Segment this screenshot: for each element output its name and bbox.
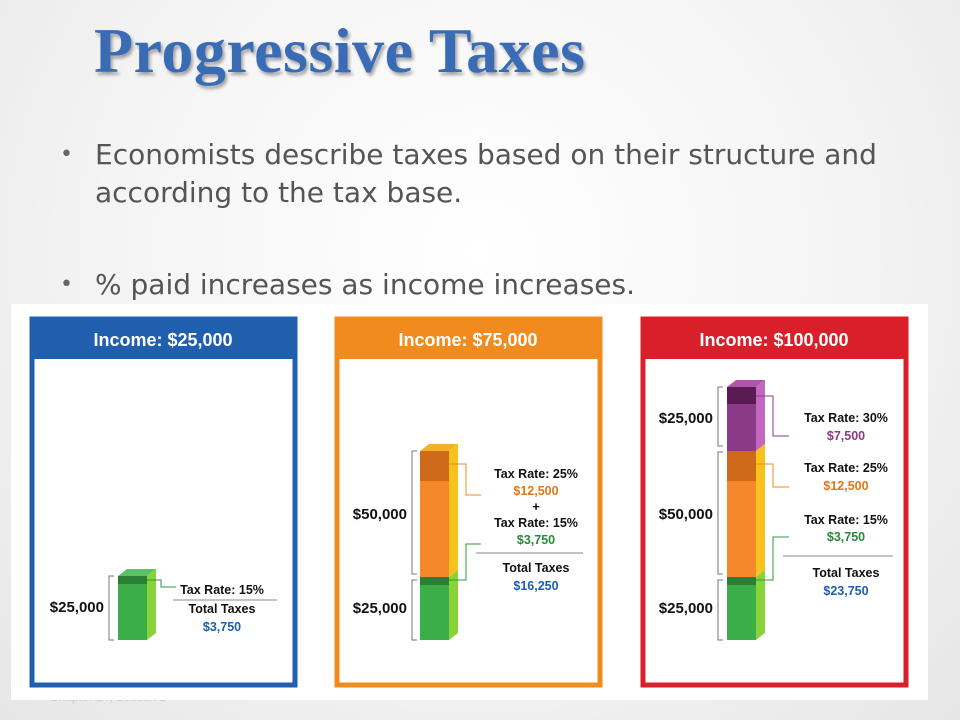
panel-header [337, 319, 600, 359]
bar-segment-50000-untaxed [727, 481, 756, 577]
panel-header [643, 319, 906, 359]
bar-segment-25000-tax15 [118, 576, 147, 584]
bracket-25000 [717, 579, 723, 641]
bar-side-face-green [449, 570, 458, 640]
total-taxes-value: $3,750 [203, 620, 241, 634]
bracket-50000 [717, 451, 723, 575]
range-label: $50,000 [659, 506, 713, 523]
bar-top-face [118, 569, 156, 576]
leader-line [147, 579, 176, 588]
bracket-25000 [411, 579, 417, 641]
tax-diagram-svg: Income: $25,000 $25,000 Tax Rate: 15% To… [29, 316, 909, 688]
bar-segment-25000-untaxed [118, 584, 147, 640]
panel-header-label: Income: $25,000 [93, 330, 232, 350]
panel-income-100000: Income: $100,000 $25,000 $50,000 $25,000… [640, 316, 909, 688]
panel-frame [29, 316, 298, 688]
slide-title: Progressive Taxes [94, 15, 586, 86]
panel-frame [640, 316, 909, 688]
rate-label: Tax Rate: 15% [180, 583, 264, 597]
bar-segment-over-50000-untaxed [727, 404, 756, 451]
panel-header [32, 319, 295, 359]
tax-amount: $3,750 [827, 530, 865, 544]
bullet-2: • % paid increases as income increases. [60, 266, 920, 304]
range-label: $50,000 [353, 506, 407, 523]
bracket-25000-top [717, 386, 723, 447]
tax-amount: $7,500 [827, 429, 865, 443]
bar-segment-25000-tax15 [727, 577, 756, 585]
bar-side-face-purple [756, 380, 765, 451]
bullet-1-text: Economists describe taxes based on their… [95, 138, 877, 209]
total-taxes-value: $23,750 [823, 584, 868, 598]
total-taxes-label: Total Taxes [503, 561, 570, 575]
bullet-1: • Economists describe taxes based on the… [60, 136, 920, 212]
range-label: $25,000 [659, 410, 713, 427]
range-label: $25,000 [50, 599, 104, 616]
bar-income-100000 [727, 380, 765, 640]
plus-sign: + [532, 499, 540, 514]
bracket-25000 [108, 575, 114, 641]
bar-segment-over-50000-tax30 [727, 387, 756, 404]
range-label: $25,000 [659, 600, 713, 617]
total-taxes-label: Total Taxes [813, 566, 880, 580]
bullet-dot: • [60, 142, 73, 167]
rate-label: Tax Rate: 25% [494, 467, 578, 481]
range-label: $25,000 [353, 600, 407, 617]
panel-income-25000: Income: $25,000 $25,000 Tax Rate: 15% To… [29, 316, 298, 688]
leader-line-purple [756, 395, 789, 437]
bar-segment-50000-untaxed [420, 481, 449, 577]
panel-header-label: Income: $75,000 [398, 330, 537, 350]
bullet-dot: • [60, 272, 73, 297]
bar-side-face [147, 569, 156, 640]
tax-amount: $12,500 [823, 479, 868, 493]
rate-label: Tax Rate: 25% [804, 461, 888, 475]
tax-amount: $3,750 [517, 533, 555, 547]
bracket-50000 [411, 450, 417, 575]
bar-side-face-orange [756, 444, 765, 577]
panel-header-label: Income: $100,000 [699, 330, 848, 350]
bullet-2-text: % paid increases as income increases. [95, 268, 635, 301]
panel-frame [334, 316, 603, 688]
bar-side-face-orange [449, 444, 458, 577]
rate-label: Tax Rate: 15% [494, 516, 578, 530]
leader-line-orange [756, 463, 789, 488]
bar-segment-50000-tax25 [727, 451, 756, 481]
rate-label: Tax Rate: 15% [804, 513, 888, 527]
bar-segment-25000-untaxed [727, 585, 756, 640]
bar-segment-50000-tax25 [420, 451, 449, 481]
bar-top-face [420, 444, 458, 451]
bar-segment-25000-untaxed [420, 585, 449, 640]
bar-top-face [727, 380, 765, 387]
bar-income-25000 [118, 569, 156, 640]
leader-line-green [756, 536, 789, 581]
progressive-tax-figure: Income: $25,000 $25,000 Tax Rate: 15% To… [11, 304, 928, 700]
bar-side-face-green [756, 570, 765, 640]
panel-income-75000: Income: $75,000 $50,000 $25,000 Tax Rate… [334, 316, 603, 688]
total-taxes-label: Total Taxes [189, 602, 256, 616]
tax-amount: $12,500 [513, 484, 558, 498]
rate-label: Tax Rate: 30% [804, 411, 888, 425]
total-taxes-value: $16,250 [513, 579, 558, 593]
bar-segment-25000-tax15 [420, 577, 449, 585]
bar-income-75000 [420, 444, 458, 640]
leader-line-green [449, 543, 481, 581]
leader-line-orange [449, 463, 481, 496]
